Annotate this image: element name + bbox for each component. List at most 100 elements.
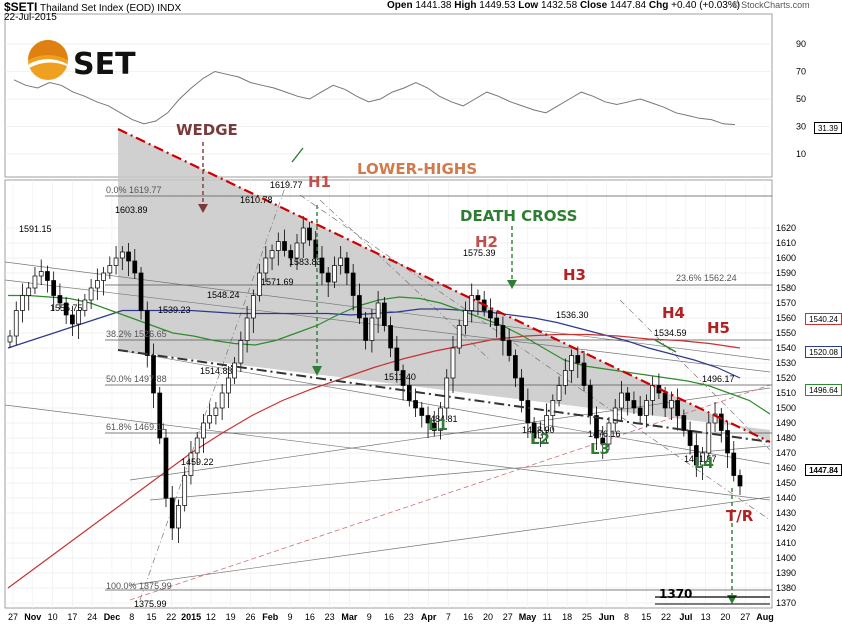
ma-red-line xyxy=(7,333,741,589)
candle-body xyxy=(594,415,599,439)
candle-body xyxy=(431,422,437,431)
candle-body xyxy=(637,407,643,416)
candle-body xyxy=(226,377,231,394)
x-tick-label: 24 xyxy=(87,612,97,622)
price-tick-label: 1390 xyxy=(776,568,796,578)
annotations: WEDGE LOWER-HIGHS DEATH CROSS H1 H2 H3 H… xyxy=(176,121,754,601)
fib-label-0: 0.0% 1619.77 xyxy=(106,185,162,195)
red-trend-line xyxy=(129,384,771,601)
exchange: INDX xyxy=(157,3,182,14)
candle-body xyxy=(119,251,125,259)
x-tick-label: Feb xyxy=(262,612,279,622)
price-label: 1539.23 xyxy=(158,305,191,315)
candle-body xyxy=(163,437,169,499)
candle-body xyxy=(232,362,237,379)
candle-body xyxy=(544,415,549,431)
x-tick-label: 26 xyxy=(245,612,255,622)
price-tick-label: 1490 xyxy=(776,418,796,428)
candle-body xyxy=(32,275,38,289)
candle-body xyxy=(238,340,244,364)
candle-body xyxy=(88,287,94,301)
price-tick-label: 1580 xyxy=(776,283,796,293)
price-tick-label: 1430 xyxy=(776,508,796,518)
price-tick-label: 1560 xyxy=(776,313,796,323)
candle-body xyxy=(675,400,680,416)
candle-body xyxy=(575,355,581,364)
candle-body xyxy=(669,400,674,409)
x-tick-label: 9 xyxy=(288,612,293,622)
annotation-wedge: WEDGE xyxy=(176,121,238,139)
x-tick-label: 16 xyxy=(305,612,315,622)
candle-body xyxy=(357,295,362,319)
rsi-tick-label: 10 xyxy=(796,149,806,159)
candle-body xyxy=(201,422,206,439)
price-tick-label: 1570 xyxy=(776,298,796,308)
candle-body xyxy=(388,325,393,349)
candle-body xyxy=(488,310,493,319)
candle-body xyxy=(57,295,63,304)
candle-body xyxy=(537,430,543,439)
candle-body xyxy=(269,250,275,259)
candle-body xyxy=(375,302,381,319)
candle-body xyxy=(132,260,138,274)
candle-body xyxy=(126,251,131,262)
price-label: 1511.40 xyxy=(384,372,416,382)
badge-red-ma: 1540.24 xyxy=(805,313,842,325)
fib-label-618: 61.8% 1469.11 xyxy=(106,422,166,432)
price-tick-label: 1370 xyxy=(776,598,796,608)
candle-body xyxy=(82,299,88,311)
x-tick-label: Aug xyxy=(756,612,774,622)
fib-label-382: 38.2% 1526.65 xyxy=(106,329,167,339)
candle-body xyxy=(494,317,500,326)
x-tick-label: 22 xyxy=(661,612,671,622)
candle-body xyxy=(344,257,350,274)
x-tick-label: 13 xyxy=(701,612,711,622)
candle-body xyxy=(182,475,188,506)
price-tick-label: 1510 xyxy=(776,388,796,398)
badge-green-ma: 1496.64 xyxy=(805,384,842,396)
candle-body xyxy=(438,407,443,431)
candle-body xyxy=(45,271,50,281)
candle-body xyxy=(506,340,512,356)
price-tick-label: 1420 xyxy=(776,523,796,533)
rsi-tick-label: 90 xyxy=(796,39,806,49)
watermark: © StockCharts.com xyxy=(732,0,810,10)
logo-text: SET xyxy=(73,47,136,82)
wedge-lower-line xyxy=(117,349,771,443)
price-label: 1478.90 xyxy=(522,425,555,435)
fib-label-50: 50.0% 1497.88 xyxy=(106,374,167,384)
candle-body xyxy=(612,407,618,424)
ohlc-readout: Open 1441.38 High 1449.53 Low 1432.58 Cl… xyxy=(387,0,740,12)
annotation-l3: L3 xyxy=(590,440,610,458)
price-label: 1484.81 xyxy=(425,414,458,424)
candle-body xyxy=(107,265,113,274)
candle-body xyxy=(13,310,19,337)
price-tick-label: 1600 xyxy=(776,253,796,263)
x-tick-label: 8 xyxy=(624,612,629,622)
candle-body xyxy=(38,271,44,277)
price-tick-label: 1410 xyxy=(776,538,796,548)
candle-body xyxy=(95,280,100,289)
candle-body xyxy=(587,385,593,416)
x-tick-label: 27 xyxy=(503,612,513,622)
annotation-lower-highs: LOWER-HIGHS xyxy=(357,160,477,178)
price-label: 1536.30 xyxy=(556,310,589,320)
candle-body xyxy=(569,355,574,371)
price-tick-label: 1450 xyxy=(776,478,796,488)
candle-body xyxy=(425,415,431,424)
candle-body xyxy=(307,227,312,241)
price-label: 1583.83 xyxy=(289,257,322,267)
x-tick-label: Jun xyxy=(599,612,615,622)
candle-body xyxy=(456,325,462,349)
annotation-h2: H2 xyxy=(475,233,498,251)
candle-body xyxy=(463,310,468,326)
candle-body xyxy=(693,445,699,466)
price-label: 1496.17 xyxy=(702,374,735,384)
x-tick-label: 2015 xyxy=(181,612,201,622)
candle-body xyxy=(219,392,225,409)
candle-body xyxy=(419,407,425,416)
rsi-line-group xyxy=(13,70,736,126)
candle-body xyxy=(606,422,612,445)
wedge-upper-line xyxy=(117,128,771,443)
